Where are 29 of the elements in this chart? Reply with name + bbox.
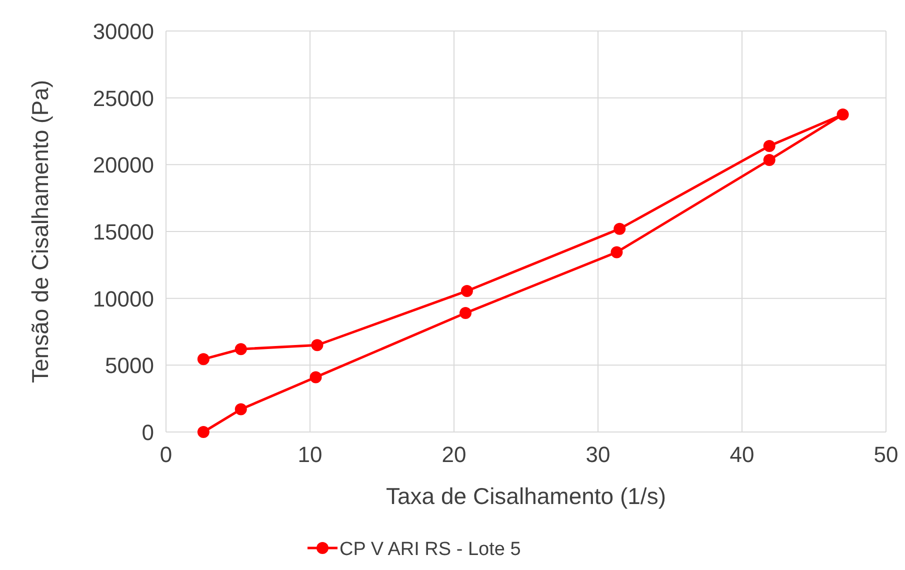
x-tick-label: 40	[730, 442, 754, 467]
x-tick-label: 30	[586, 442, 610, 467]
x-tick-label: 50	[874, 442, 898, 467]
legend-label: CP V ARI RS - Lote 5	[340, 539, 521, 560]
point	[310, 371, 322, 384]
y-tick-label: 0	[142, 420, 154, 445]
y-tick-label: 15000	[92, 220, 154, 244]
point	[610, 246, 623, 258]
point	[763, 154, 776, 166]
y-tick-label: 5000	[105, 353, 154, 378]
y-tick-label: 25000	[92, 86, 154, 111]
point	[460, 307, 472, 320]
point	[836, 108, 849, 121]
point	[234, 343, 247, 356]
point	[460, 284, 473, 297]
point	[311, 339, 324, 352]
x-tick-label: 20	[442, 442, 466, 467]
point	[763, 140, 776, 152]
x-axis-title: Taxa de Cisalhamento (1/s)	[386, 483, 666, 509]
point	[614, 222, 626, 235]
point	[197, 353, 210, 366]
point	[234, 403, 247, 416]
y-tick-label: 10000	[92, 286, 154, 312]
x-tick-label: 0	[160, 442, 172, 467]
y-axis-title: Tensão de Cisalhamento (Pa)	[27, 80, 53, 383]
x-tick-label: 10	[298, 442, 322, 467]
y-tick-label: 20000	[92, 152, 154, 178]
point	[197, 426, 210, 438]
y-tick-label: 30000	[92, 19, 154, 44]
